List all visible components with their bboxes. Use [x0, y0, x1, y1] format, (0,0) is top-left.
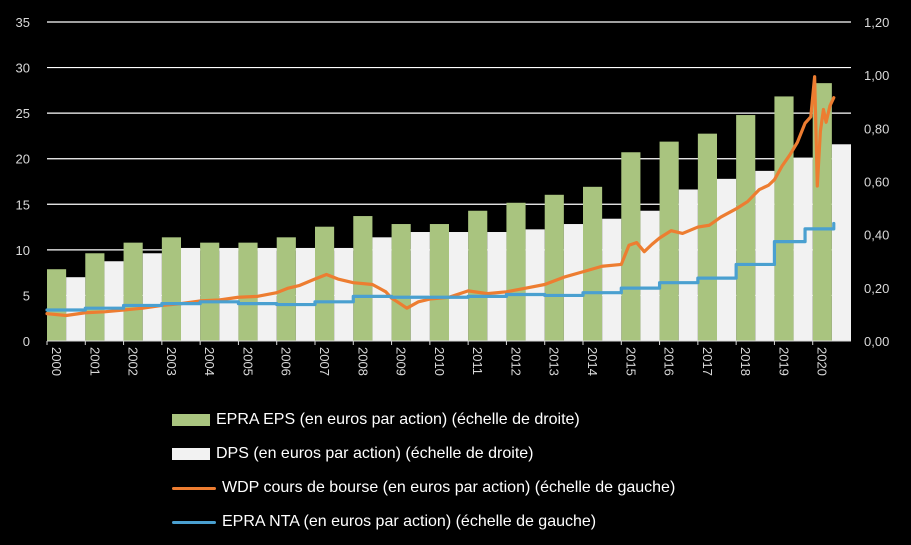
dps-bar [640, 210, 660, 341]
right-tick-label: 0,80 [864, 121, 889, 136]
dps-bar [602, 218, 622, 341]
chart-svg: 0 5 10 15 20 25 30 35 0,00 0,20 0,40 0,60 0,80 1,00 1… [16, 15, 890, 376]
eps-bar [583, 186, 603, 341]
left-tick-label: 35 [16, 15, 30, 30]
eps-bar [200, 242, 220, 341]
left-tick-label: 20 [16, 152, 30, 167]
eps-bar [429, 224, 449, 341]
eps-bar [506, 202, 526, 341]
dps-bar [219, 247, 239, 341]
x-tick-label: 2002 [126, 347, 141, 376]
eps-bar [391, 224, 411, 341]
dps-bar [563, 224, 583, 341]
x-tick-label: 2010 [432, 347, 447, 376]
legend-swatch-dps [172, 448, 210, 460]
dps-bar [487, 232, 507, 341]
dps-bar [678, 189, 698, 341]
eps-bar [736, 115, 756, 342]
x-tick-label: 2020 [815, 347, 830, 376]
legend-label-nta: EPRA NTA (en euros par action) (échelle … [222, 513, 597, 530]
right-tick-label: 0,00 [864, 334, 889, 349]
nta-line [45, 221, 836, 312]
dps-bar [717, 178, 737, 341]
dps-bar [295, 247, 315, 341]
legend-label-price: WDP cours de bourse (en euros par action… [222, 479, 676, 496]
x-tick-label: 2005 [240, 347, 255, 376]
dps-bar [142, 253, 162, 341]
x-tick-label: 2000 [49, 347, 64, 376]
eps-bar [85, 253, 105, 341]
x-tick-label: 2013 [547, 347, 562, 376]
eps-bar [315, 226, 335, 341]
eps-bar [621, 152, 641, 341]
right-tick-label: 0,20 [864, 281, 889, 296]
right-tick-label: 0,40 [864, 228, 889, 243]
left-tick-label: 5 [23, 288, 30, 303]
x-tick-label: 2009 [394, 347, 409, 376]
legend-item-price: WDP cours de bourse (en euros par action… [172, 471, 675, 505]
eps-bar [468, 210, 488, 341]
x-tick-label: 2004 [202, 347, 217, 376]
eps-bar [47, 269, 67, 341]
left-tick-label: 25 [16, 106, 30, 121]
dps-bar [831, 144, 851, 341]
eps-bar [659, 141, 679, 341]
x-tick-label: 2018 [738, 347, 753, 376]
dps-bar [334, 247, 354, 341]
legend-label-eps: EPRA EPS (en euros par action) (échelle … [216, 411, 580, 428]
eps-bar [238, 242, 258, 341]
eps-bar [161, 237, 181, 341]
dps-bars [66, 144, 851, 341]
eps-bar [123, 242, 143, 341]
left-axis-ticks: 0 5 10 15 20 25 30 35 [16, 15, 30, 349]
legend-item-eps: EPRA EPS (en euros par action) (échelle … [172, 403, 675, 437]
eps-bar [774, 96, 794, 341]
dps-bar [793, 157, 813, 341]
x-tick-label: 2017 [700, 347, 715, 376]
x-tick-label: 2007 [317, 347, 332, 376]
legend-swatch-eps [172, 414, 210, 426]
series-lines [45, 75, 836, 318]
left-tick-label: 10 [16, 243, 30, 258]
right-axis-ticks: 0,00 0,20 0,40 0,60 0,80 1,00 1,20 [864, 15, 889, 349]
x-tick-label: 2019 [776, 347, 791, 376]
x-tick-label: 2003 [164, 347, 179, 376]
x-tick-label: 2015 [623, 347, 638, 376]
left-tick-label: 0 [23, 334, 30, 349]
dps-bar [410, 232, 430, 341]
x-tick-label: 2012 [508, 347, 523, 376]
x-tick-label: 2016 [662, 347, 677, 376]
dps-bar [181, 247, 201, 341]
eps-bar [697, 133, 717, 341]
dps-bar [755, 170, 775, 341]
left-tick-label: 30 [16, 61, 30, 76]
legend-item-nta: EPRA NTA (en euros par action) (échelle … [172, 505, 675, 539]
right-tick-label: 0,60 [864, 175, 889, 190]
eps-bar [544, 194, 564, 341]
x-tick-label: 2008 [355, 347, 370, 376]
price-line [45, 75, 836, 318]
x-tick-label: 2011 [470, 347, 485, 375]
right-tick-label: 1,20 [864, 15, 889, 30]
legend-swatch-nta [172, 520, 216, 524]
left-tick-label: 15 [16, 197, 30, 212]
x-tick-label: 2006 [279, 347, 294, 376]
dps-bar [104, 261, 124, 341]
legend-label-dps: DPS (en euros par action) (échelle de dr… [216, 445, 534, 462]
x-tick-label: 2001 [87, 347, 102, 376]
x-tick-label: 2014 [585, 347, 600, 376]
legend-swatch-price [172, 486, 216, 490]
legend-item-dps: DPS (en euros par action) (échelle de dr… [172, 437, 675, 471]
eps-bar [353, 216, 373, 341]
right-tick-label: 1,00 [864, 68, 889, 83]
dps-bar [449, 232, 469, 341]
x-axis-ticks: 2000 2001 2002 2003 2004 2005 2006 2007 2008 2009… [46, 340, 851, 376]
legend: EPRA EPS (en euros par action) (échelle … [172, 403, 675, 539]
